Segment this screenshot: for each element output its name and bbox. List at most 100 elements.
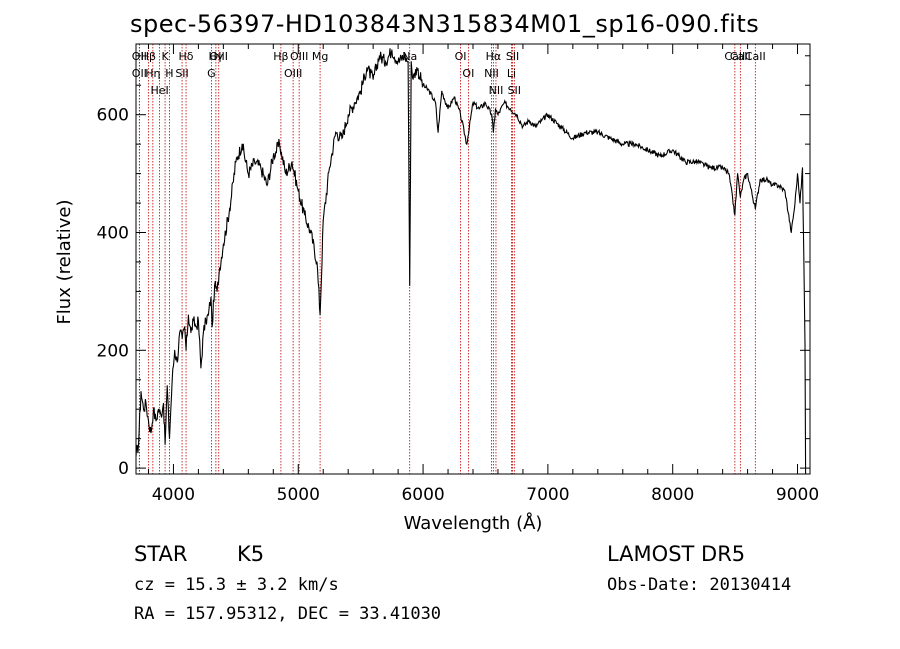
line-marker-label: OII [132,67,147,80]
data-point [778,184,780,186]
data-point [453,96,455,98]
x-tick-label: 5000 [277,485,320,505]
line-marker-label: Hδ [179,50,194,63]
data-point [378,55,380,57]
y-tick-label: 200 [97,341,129,361]
data-point [310,231,312,233]
data-point [790,231,792,233]
data-point [534,125,536,127]
data-point [266,184,268,186]
data-point [162,402,164,404]
coords-text: RA = 157.95312, DEC = 33.41030 [134,604,442,624]
data-point [492,131,494,133]
data-point [472,102,474,104]
data-point [171,379,173,381]
data-point [743,178,745,180]
data-point [622,143,624,145]
data-point [190,332,192,334]
data-point [285,173,287,175]
x-tick-label: 8000 [651,485,694,505]
data-point [202,332,204,334]
data-point [516,114,518,116]
data-point [734,214,736,216]
x-tick-label: 6000 [401,485,444,505]
line-marker-label: Hγ [208,50,223,63]
data-point [145,402,147,404]
line-marker-label: OII [132,50,147,63]
data-point [197,320,199,322]
data-point [397,61,399,63]
data-point [728,173,730,175]
data-point [168,438,170,440]
line-marker-label: Hβ [273,50,288,63]
line-marker-label: Hη [145,67,160,80]
data-point [185,349,187,351]
data-point [407,61,409,63]
x-tick-label: 4000 [152,485,195,505]
data-point [772,184,774,186]
line-marker-label: G [207,67,216,80]
data-point [460,114,462,116]
line-marker-label: Hα [486,50,502,63]
data-point [160,414,162,416]
data-point [747,173,749,175]
data-point [466,143,468,145]
data-point [219,267,221,269]
data-point [609,137,611,139]
data-point [366,67,368,69]
x-tick-label: 9000 [776,485,819,505]
data-point [319,314,321,316]
data-point [140,391,142,393]
line-marker-label: Na [402,50,417,63]
data-point [341,137,343,139]
data-point [737,173,739,175]
data-point [260,167,262,169]
data-point [647,149,649,151]
data-point [409,285,411,287]
data-point [195,326,197,328]
data-point [509,108,511,110]
y-tick-label: 600 [97,106,129,126]
line-marker-label: Mg [312,50,328,63]
data-point [739,196,741,198]
data-point [214,285,216,287]
data-point [200,367,202,369]
subclass-label: K5 [237,542,265,566]
data-point [241,143,243,145]
data-point [254,161,256,163]
data-point [494,108,496,110]
data-point [528,120,530,122]
line-marker-label: SII [175,67,188,80]
obs-date-text: Obs-Date: 20130414 [607,575,792,595]
data-point [403,55,405,57]
line-markers [138,44,756,474]
data-point [207,314,209,316]
data-point [559,125,561,127]
data-point [179,332,181,334]
data-point [328,167,330,169]
data-point [157,408,159,410]
spectrum-line [135,48,807,475]
data-point [522,125,524,127]
data-point [804,343,806,345]
data-point [391,49,393,51]
line-marker-label: HeI [150,84,168,97]
data-point [272,155,274,157]
data-point [147,420,149,422]
data-point [797,173,799,175]
data-point [152,408,154,410]
data-point [634,143,636,145]
data-point [802,167,804,169]
data-point [447,108,449,110]
data-point [672,149,674,151]
plot-frame [135,43,811,475]
y-tick-label: 400 [97,223,129,243]
x-axis-label: Wavelength (Å) [404,512,543,534]
data-point [187,314,189,316]
data-point [416,67,418,69]
spectrum-series [135,48,807,475]
data-point [684,161,686,163]
x-tick-label: 7000 [526,485,569,505]
data-point [541,120,543,122]
